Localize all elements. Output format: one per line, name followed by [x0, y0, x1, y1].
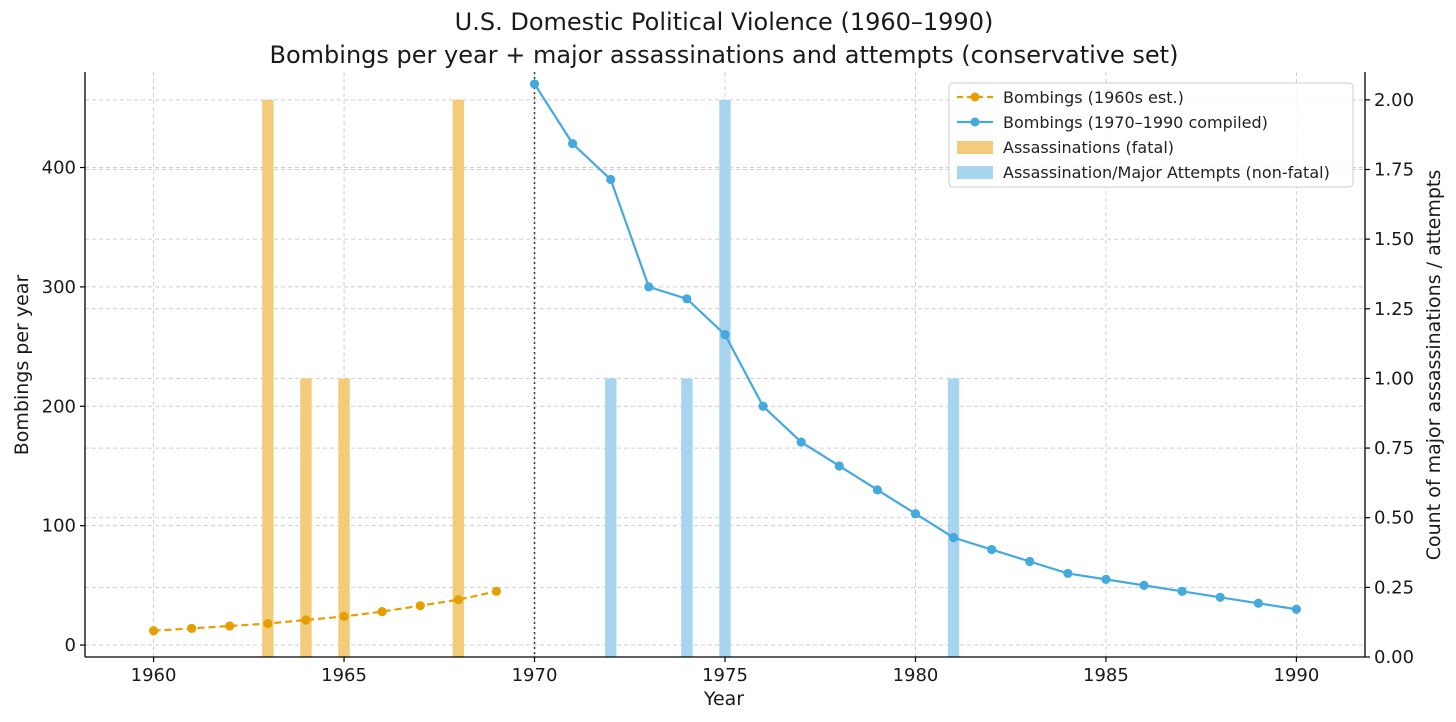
- y-right-tick-label: 1.75: [1374, 160, 1414, 181]
- y-axis-right-label: Count of major assassinations / attempts: [1423, 170, 1445, 561]
- data-point-1983: [1025, 556, 1035, 567]
- data-point-1987: [1177, 586, 1187, 596]
- bar-attempt-1972: [605, 378, 617, 657]
- y-left-tick-label: 400: [42, 158, 76, 179]
- bar-fatal-1964: [300, 378, 312, 657]
- axes: 1960 1965 1970 1975 1980 1985 1990 0 100 200 300 40…: [42, 72, 1414, 686]
- bars: [262, 99, 960, 658]
- x-tick-label: 1970: [512, 665, 558, 686]
- y-right-tick-label: 0.50: [1374, 508, 1414, 529]
- y-right-tick-label: 0.75: [1374, 438, 1414, 459]
- data-point-1980: [910, 509, 921, 519]
- y-right-tick-label: 1.50: [1374, 229, 1414, 250]
- bar-attempt-1974: [681, 378, 693, 657]
- bar-attempt-1981: [947, 378, 960, 657]
- series-line-bombings-1960s: [153, 590, 497, 632]
- legend-item-assassinations-fatal: Assassinations (fatal): [957, 138, 1174, 157]
- y-right-tick-label: 1.25: [1374, 299, 1414, 320]
- data-point-1989: [1253, 598, 1263, 608]
- y-left-tick-label: 200: [42, 396, 76, 417]
- legend-box: [948, 82, 1354, 188]
- data-point-1973: [644, 282, 654, 292]
- y-axis-left-label: Bombings per year: [11, 275, 33, 456]
- data-point-1969: [491, 586, 502, 596]
- legend-item-bombings-1970s: Bombings (1970–1990 compiled): [957, 113, 1268, 132]
- x-tick-label: 1965: [321, 665, 367, 686]
- data-point-1977: [796, 437, 806, 447]
- data-point-1971: [568, 139, 578, 149]
- legend-label: Assassination/Major Attempts (non-fatal): [1003, 163, 1330, 182]
- x-tick-label: 1985: [1083, 665, 1129, 686]
- data-point-1986: [1139, 580, 1149, 590]
- legend: Bombings (1960s est.) Bombings (1970–199…: [948, 82, 1354, 188]
- legend-label: Assassinations (fatal): [1003, 138, 1174, 157]
- data-point-1960: [148, 626, 159, 636]
- data-point-1988: [1215, 592, 1225, 602]
- data-point-1961: [187, 623, 197, 633]
- legend-item-attempts-nonfatal: Assassination/Major Attempts (non-fatal): [957, 163, 1330, 182]
- series-lines: [148, 79, 1302, 636]
- y-right-tick-label: 1.00: [1374, 368, 1414, 389]
- data-point-1968: [453, 595, 463, 605]
- data-point-1970: [529, 79, 540, 89]
- data-point-1984: [1063, 568, 1073, 579]
- bar-fatal-1963: [262, 99, 274, 658]
- data-point-1974: [682, 294, 692, 304]
- bar-attempt-1975: [719, 99, 731, 658]
- data-point-1975: [720, 330, 730, 340]
- x-tick-label: 1980: [893, 665, 939, 686]
- chart-subtitle: Bombings per year + major assassinations…: [270, 41, 1179, 69]
- data-point-1982: [987, 544, 997, 555]
- bar-fatal-1965: [338, 378, 350, 657]
- y-left-tick-label: 300: [42, 277, 76, 298]
- y-right-tick-label: 0.25: [1374, 577, 1414, 598]
- chart-title: U.S. Domestic Political Violence (1960–1…: [455, 8, 994, 36]
- data-point-1967: [415, 601, 425, 611]
- data-point-1981: [948, 533, 959, 543]
- data-point-1978: [834, 461, 844, 471]
- x-tick-label: 1975: [702, 665, 748, 686]
- x-tick-label: 1960: [131, 665, 177, 686]
- bar-fatal-1968: [452, 99, 465, 658]
- data-point-1964: [301, 615, 311, 625]
- y-right-tick-label: 0.00: [1374, 647, 1414, 668]
- data-point-1966: [377, 607, 387, 617]
- data-point-1985: [1101, 574, 1111, 584]
- legend-label: Bombings (1960s est.): [1003, 88, 1184, 107]
- legend-item-bombings-1960s: Bombings (1960s est.): [957, 88, 1184, 107]
- data-point-1963: [263, 618, 273, 629]
- y-left-tick-label: 0: [65, 635, 76, 656]
- legend-label: Bombings (1970–1990 compiled): [1003, 113, 1268, 132]
- data-point-1972: [606, 174, 616, 185]
- x-tick-label: 1990: [1274, 665, 1320, 686]
- data-point-1976: [758, 401, 768, 411]
- x-axis-label: Year: [703, 688, 744, 710]
- data-point-1990: [1291, 604, 1302, 614]
- y-left-tick-label: 100: [42, 516, 76, 537]
- y-right-tick-label: 2.00: [1374, 90, 1414, 111]
- data-point-1962: [225, 621, 235, 631]
- data-point-1965: [339, 611, 349, 622]
- data-point-1979: [872, 485, 882, 495]
